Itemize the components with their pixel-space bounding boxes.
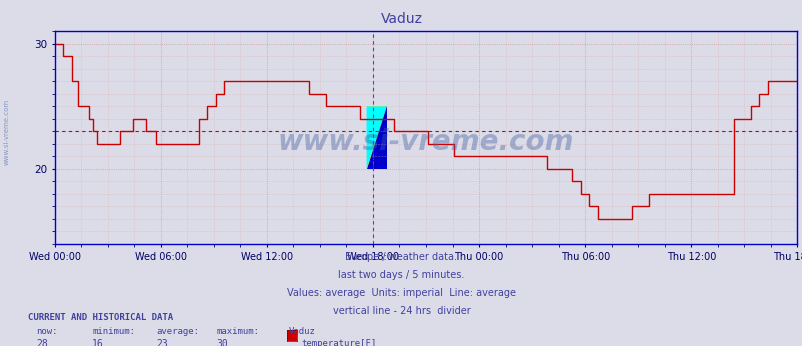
Text: minimum:: minimum: [92, 327, 136, 336]
Text: Vaduz: Vaduz [380, 12, 422, 26]
Text: temperature[F]: temperature[F] [301, 339, 376, 346]
Text: last two days / 5 minutes.: last two days / 5 minutes. [338, 270, 464, 280]
Text: 16: 16 [92, 339, 104, 346]
Text: now:: now: [36, 327, 58, 336]
Text: CURRENT AND HISTORICAL DATA: CURRENT AND HISTORICAL DATA [28, 313, 173, 322]
Text: 23: 23 [156, 339, 168, 346]
Text: 30: 30 [217, 339, 229, 346]
Text: Values: average  Units: imperial  Line: average: Values: average Units: imperial Line: av… [286, 288, 516, 298]
Bar [366, 106, 387, 169]
Text: maximum:: maximum: [217, 327, 260, 336]
Polygon shape [366, 106, 387, 169]
Text: Europe / weather data.: Europe / weather data. [345, 252, 457, 262]
Polygon shape [366, 106, 387, 169]
Text: www.si-vreme.com: www.si-vreme.com [3, 98, 10, 165]
Text: 28: 28 [36, 339, 48, 346]
Text: vertical line - 24 hrs  divider: vertical line - 24 hrs divider [332, 306, 470, 316]
Text: average:: average: [156, 327, 200, 336]
Text: www.si-vreme.com: www.si-vreme.com [277, 128, 573, 156]
Text: Vaduz: Vaduz [289, 327, 315, 336]
